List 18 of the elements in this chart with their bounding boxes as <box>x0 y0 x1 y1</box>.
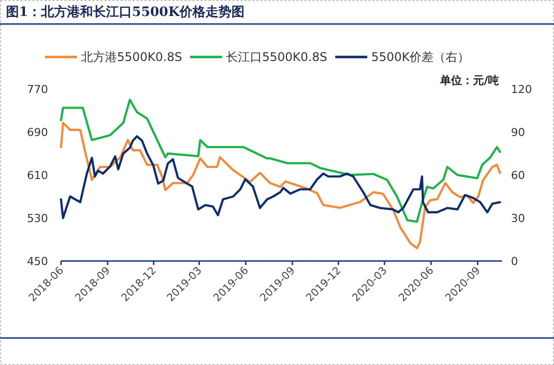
y2-tick-label: 0 <box>511 255 518 268</box>
y-tick-label: 610 <box>27 169 48 182</box>
y2-tick-label: 90 <box>511 126 525 139</box>
legend-label: 北方港5500K0.8S <box>81 50 182 64</box>
legend-label: 5500K价差（右） <box>371 50 470 64</box>
line-series <box>60 98 502 223</box>
y-tick-label: 770 <box>27 83 48 96</box>
y-tick-label: 690 <box>27 126 48 139</box>
line-series <box>60 135 502 220</box>
y-tick-label: 530 <box>27 212 48 225</box>
y2-tick-label: 120 <box>511 83 532 96</box>
chart-title: 图1：北方港和长江口5500K价格走势图 <box>6 4 245 20</box>
line-series <box>60 122 502 250</box>
text: 单位：元/吨 <box>438 74 499 87</box>
legend-label: 长江口5500K0.8S <box>226 50 328 64</box>
y-tick-label: 450 <box>27 255 48 268</box>
y2-tick-label: 60 <box>511 169 525 182</box>
y2-tick-label: 30 <box>511 212 525 225</box>
